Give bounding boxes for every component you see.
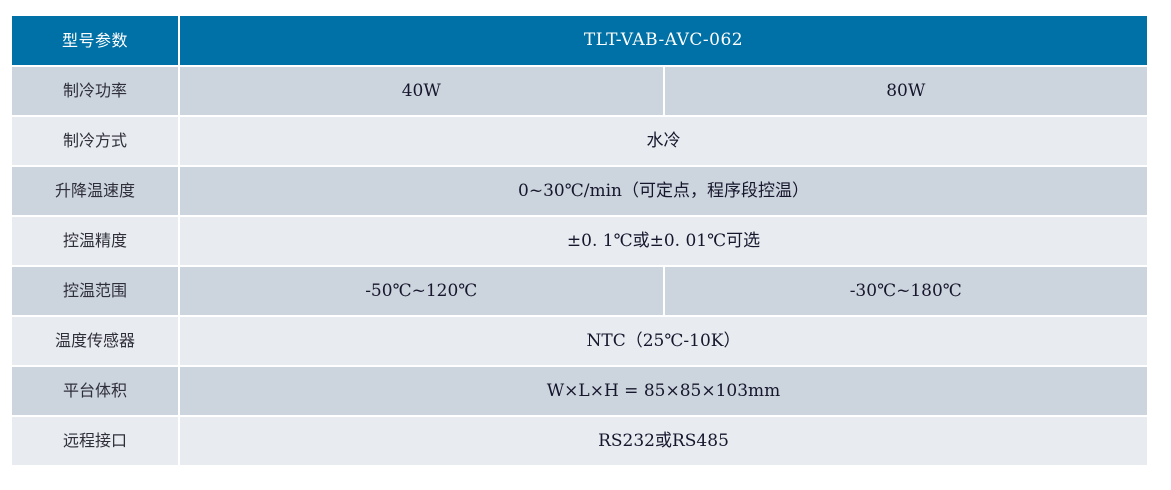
table-row: 控温精度 ±0. 1℃或±0. 01℃可选 — [12, 217, 1147, 265]
spec-table: 型号参数 TLT-VAB-AVC-062 制冷功率 40W 80W 制冷方式 水冷 升降温… — [12, 16, 1147, 465]
table-row: 平台体积 W×L×H = 85×85×103mm — [12, 367, 1147, 415]
header-row: 型号参数 TLT-VAB-AVC-062 — [12, 16, 1147, 65]
row-label: 控温范围 — [12, 267, 178, 315]
row-label: 温度传感器 — [12, 317, 178, 365]
table-row: 制冷方式 水冷 — [12, 117, 1147, 165]
row-label: 升降温速度 — [12, 167, 178, 215]
row-label: 平台体积 — [12, 367, 178, 415]
table-row: 控温范围 -50℃~120℃ -30℃~180℃ — [12, 267, 1147, 315]
row-value: ±0. 1℃或±0. 01℃可选 — [180, 217, 1147, 265]
header-model-value: TLT-VAB-AVC-062 — [180, 16, 1147, 65]
row-label: 制冷功率 — [12, 67, 178, 115]
row-value: RS232或RS485 — [180, 417, 1147, 465]
row-value: 80W — [664, 67, 1147, 115]
table-row: 升降温速度 0~30℃/min（可定点，程序段控温） — [12, 167, 1147, 215]
row-value: NTC（25℃-10K） — [180, 317, 1147, 365]
row-value: 0~30℃/min（可定点，程序段控温） — [180, 167, 1147, 215]
row-value: -50℃~120℃ — [180, 267, 663, 315]
row-label: 控温精度 — [12, 217, 178, 265]
row-value: 水冷 — [180, 117, 1147, 165]
row-label: 远程接口 — [12, 417, 178, 465]
row-value: -30℃~180℃ — [664, 267, 1147, 315]
header-param-label: 型号参数 — [12, 16, 178, 65]
table-row: 制冷功率 40W 80W — [12, 67, 1147, 115]
row-label: 制冷方式 — [12, 117, 178, 165]
row-value: 40W — [180, 67, 663, 115]
table-row: 温度传感器 NTC（25℃-10K） — [12, 317, 1147, 365]
table-row: 远程接口 RS232或RS485 — [12, 417, 1147, 465]
row-value: W×L×H = 85×85×103mm — [180, 367, 1147, 415]
